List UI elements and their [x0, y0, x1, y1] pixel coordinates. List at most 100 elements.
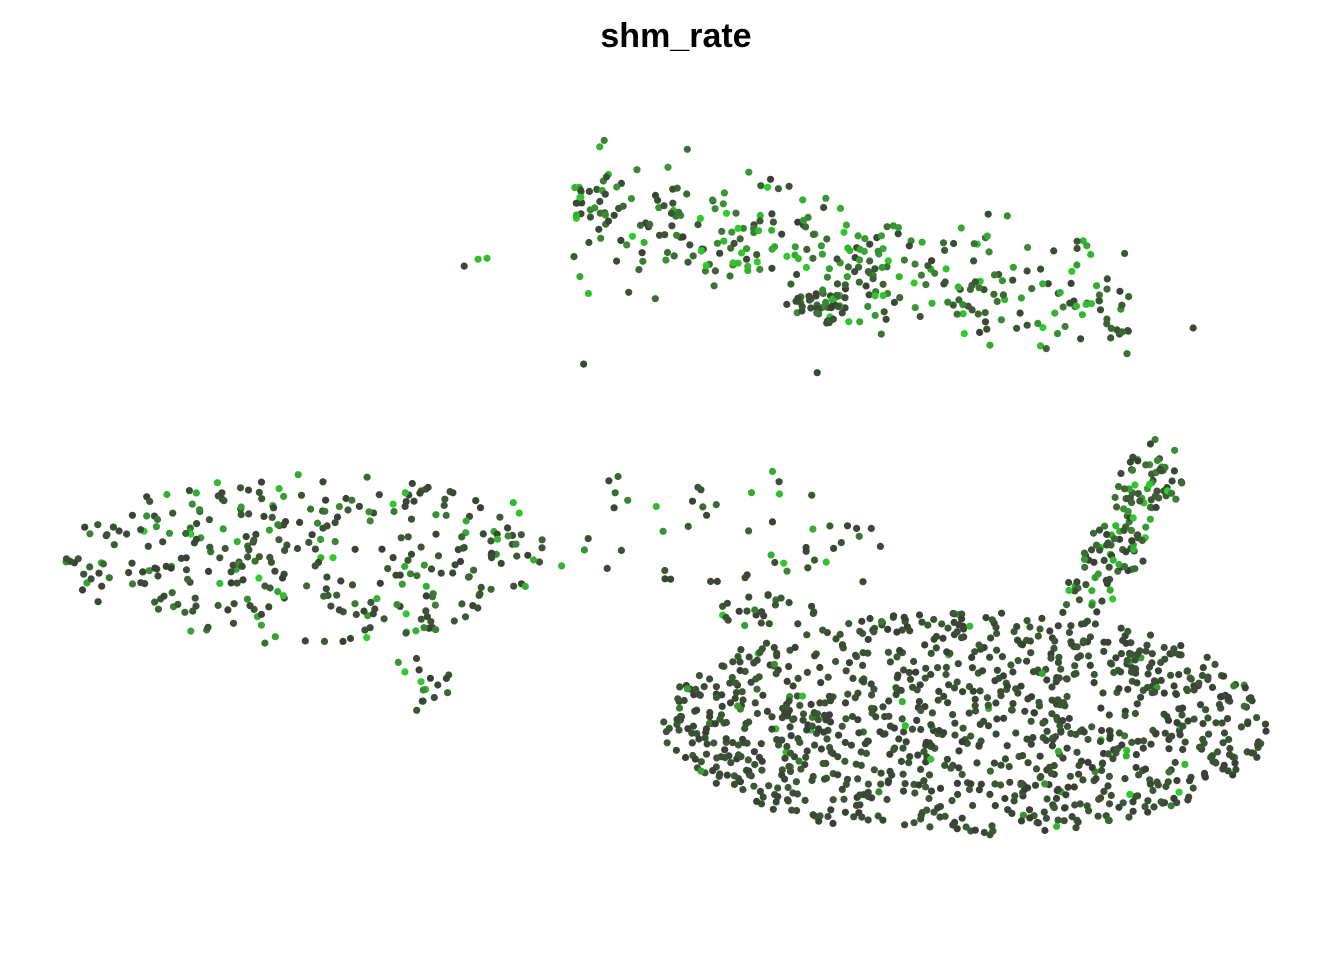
data-point	[313, 519, 322, 527]
data-point	[856, 627, 864, 635]
data-point	[898, 715, 906, 723]
data-point	[676, 712, 684, 721]
data-point	[877, 232, 886, 240]
data-point	[719, 602, 727, 610]
data-point	[838, 309, 846, 317]
data-point	[723, 771, 731, 779]
data-point	[1164, 716, 1173, 725]
data-point	[530, 556, 538, 564]
data-point	[1118, 328, 1126, 336]
data-point	[1088, 587, 1096, 595]
data-point	[1070, 783, 1078, 791]
data-point	[250, 536, 258, 544]
data-point	[1034, 819, 1042, 827]
data-point	[837, 539, 845, 547]
data-point	[1109, 556, 1117, 564]
data-point	[1095, 795, 1103, 803]
data-point	[78, 586, 87, 594]
data-point	[707, 577, 715, 586]
data-point	[429, 590, 437, 598]
data-point	[811, 652, 819, 660]
data-point	[675, 208, 683, 216]
data-point	[408, 479, 416, 488]
data-point	[1143, 683, 1151, 692]
data-point	[684, 725, 692, 733]
data-point	[86, 530, 94, 538]
data-point	[783, 567, 791, 575]
data-point	[774, 784, 782, 792]
data-point	[679, 233, 687, 241]
data-point	[165, 529, 174, 537]
data-point	[732, 209, 740, 217]
data-point	[402, 610, 410, 618]
data-point	[949, 301, 957, 309]
data-point	[1105, 800, 1114, 808]
data-point	[422, 592, 430, 600]
data-point	[1114, 483, 1123, 491]
data-point	[864, 268, 872, 276]
data-point	[706, 713, 714, 721]
data-point	[94, 598, 102, 606]
data-point	[442, 674, 450, 683]
data-point	[753, 258, 761, 266]
data-point	[509, 499, 517, 507]
data-point	[488, 554, 496, 562]
data-point	[1171, 758, 1179, 767]
data-point	[966, 622, 974, 630]
data-point	[673, 231, 681, 239]
data-point	[1204, 714, 1212, 722]
data-point	[817, 679, 825, 687]
data-point	[747, 489, 756, 497]
data-point	[393, 601, 401, 609]
data-point	[886, 767, 894, 776]
data-point	[855, 256, 864, 264]
data-point	[739, 786, 747, 794]
data-point	[726, 272, 734, 280]
data-point	[859, 649, 867, 657]
data-point	[1063, 675, 1071, 683]
data-point	[928, 257, 936, 265]
data-point	[799, 196, 807, 204]
data-point	[792, 778, 801, 786]
data-point	[182, 529, 190, 538]
data-point	[672, 746, 681, 754]
data-point	[1123, 746, 1131, 755]
data-point	[1178, 479, 1186, 487]
data-point	[267, 558, 275, 566]
data-point	[1224, 767, 1232, 775]
data-point	[1170, 794, 1178, 803]
data-point	[772, 670, 780, 678]
data-point	[823, 235, 831, 243]
data-point	[323, 573, 331, 581]
data-point	[331, 538, 339, 546]
data-point	[369, 610, 377, 618]
data-point	[407, 550, 416, 558]
data-point	[427, 565, 436, 573]
data-point	[744, 267, 752, 275]
data-point	[794, 218, 802, 226]
data-point	[380, 615, 388, 623]
data-point	[1102, 576, 1110, 585]
data-point	[944, 624, 952, 632]
data-point	[842, 715, 850, 723]
data-point	[1025, 806, 1034, 814]
data-point	[1066, 299, 1074, 307]
data-point	[1160, 643, 1168, 652]
data-point	[510, 582, 518, 590]
data-point	[274, 588, 282, 596]
data-point	[783, 796, 792, 804]
data-point	[691, 755, 699, 763]
data-point	[440, 501, 448, 509]
data-point	[866, 614, 874, 623]
data-point	[205, 516, 213, 524]
data-point	[1150, 803, 1158, 811]
data-point	[420, 624, 428, 632]
data-point	[840, 795, 848, 803]
data-point	[1084, 758, 1092, 767]
data-point	[1084, 735, 1092, 744]
data-point	[815, 725, 823, 733]
data-point	[1131, 481, 1139, 489]
data-point	[716, 715, 724, 723]
data-point	[271, 633, 279, 641]
data-point	[1147, 496, 1155, 504]
